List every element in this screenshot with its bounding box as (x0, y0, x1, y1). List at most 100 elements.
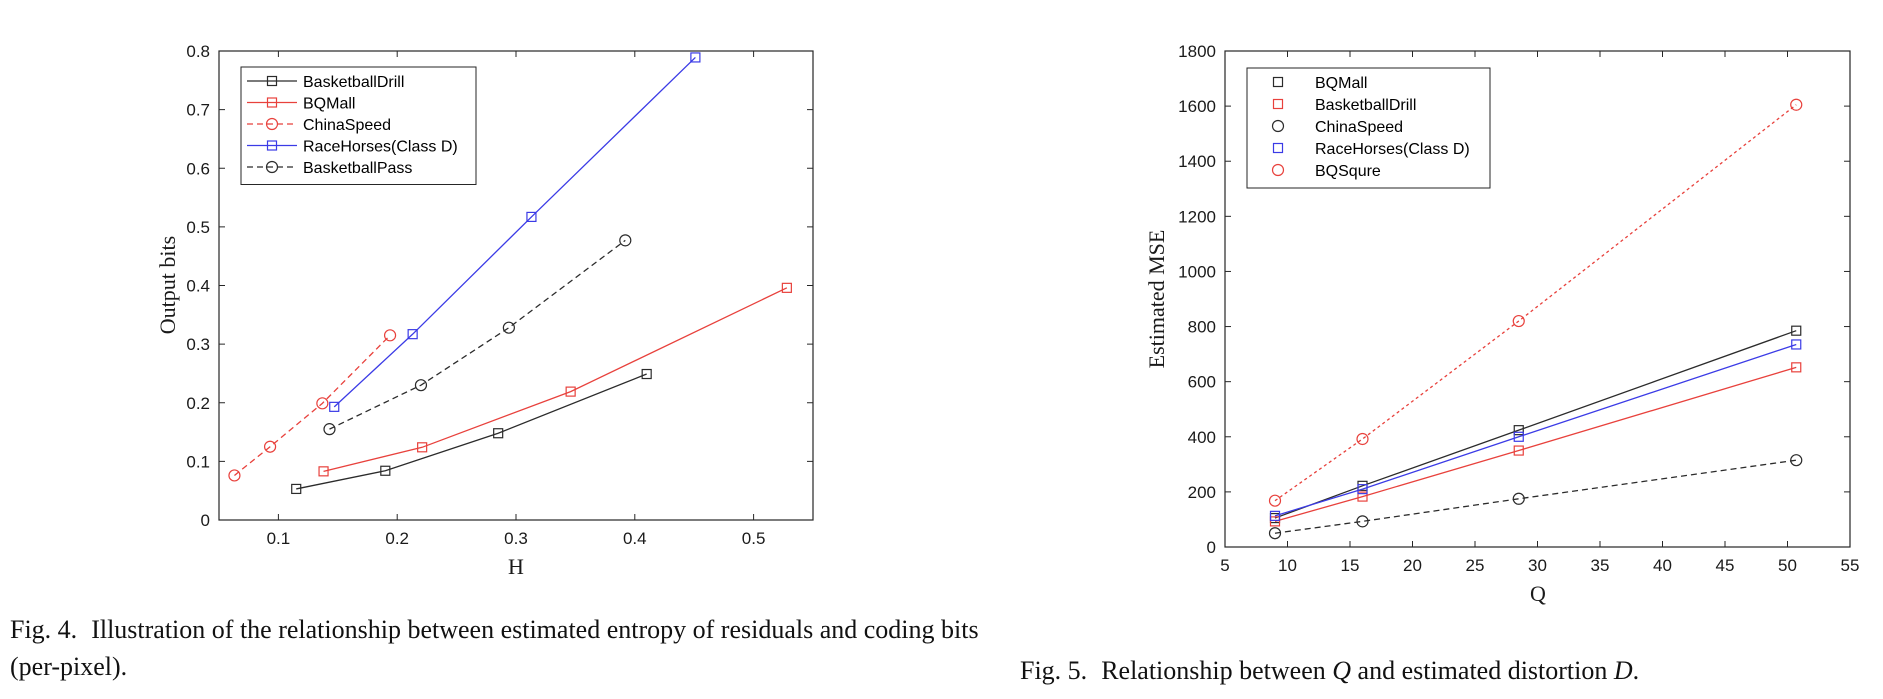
y-tick-label: 1000 (1178, 262, 1216, 281)
data-point-marker (1513, 425, 1524, 436)
data-point-marker (1269, 516, 1281, 527)
y-tick-label: 0 (1207, 538, 1216, 557)
series-bqmall (318, 282, 792, 477)
x-tick-label: 0.4 (623, 529, 647, 548)
series-basketballdrill (291, 368, 652, 495)
x-tick-label: 45 (1716, 556, 1735, 575)
legend-item: BQMall (247, 96, 355, 113)
series-racehorses-class-d- (329, 52, 701, 412)
caption-text: Relationship between (1101, 656, 1333, 685)
legend-item: BasketballDrill (1272, 97, 1416, 114)
legend-marker-swatch (1271, 163, 1285, 177)
x-tick-label: 0.1 (267, 529, 291, 548)
legend-label: BasketballDrill (303, 74, 404, 91)
x-tick-label: 10 (1278, 556, 1297, 575)
data-series (228, 52, 792, 495)
series-basketballpass (323, 234, 632, 436)
caption-text: Illustration of the relationship between… (10, 615, 979, 681)
data-point-marker (1269, 510, 1281, 521)
data-point-marker (619, 234, 632, 247)
caption-text: and estimated distortion (1351, 656, 1614, 685)
legend-marker-swatch (1271, 119, 1285, 133)
legend-marker-swatch (266, 97, 278, 108)
legend-item: ChinaSpeed (1271, 119, 1403, 136)
x-tick-label: 0.2 (385, 529, 409, 548)
axis-ticks: 5 10 15 20 25 30 35 40 45 50 55 0 200 400 600 800 1000 12… (1178, 42, 1859, 575)
y-tick-label: 1200 (1178, 207, 1216, 226)
y-tick-label: 1400 (1178, 152, 1216, 171)
series-chinaspeed (1268, 454, 1803, 540)
data-point-marker (1356, 515, 1369, 528)
data-point-marker (417, 442, 428, 453)
data-point-marker (1512, 314, 1525, 328)
data-point-marker (1268, 494, 1282, 507)
data-point-marker (641, 368, 652, 380)
series-line (323, 287, 788, 472)
x-tick-label: 30 (1528, 556, 1547, 575)
legend-item: RaceHorses(Class D) (247, 139, 458, 156)
legend-item: BQSqure (1271, 163, 1381, 180)
legend-marker-swatch (265, 160, 279, 174)
y-tick-label: 0.5 (186, 218, 210, 237)
x-tick-label: 55 (1841, 556, 1860, 575)
caption-label: Fig. 4. (10, 615, 78, 644)
data-point-marker (414, 379, 428, 392)
series-line (333, 56, 696, 408)
data-point-marker (1791, 362, 1802, 373)
series-basketballdrill (1269, 362, 1802, 527)
x-tick-label: 50 (1778, 556, 1797, 575)
series-line (1274, 459, 1797, 534)
data-point-marker (228, 469, 241, 482)
data-point-marker (1513, 445, 1524, 456)
legend-marker-swatch (1272, 142, 1284, 154)
data-point-marker (1513, 431, 1524, 442)
legend-label: BQSqure (1315, 163, 1381, 180)
data-point-marker (526, 211, 537, 223)
x-tick-label: 25 (1466, 556, 1485, 575)
x-tick-label: 40 (1653, 556, 1672, 575)
series-chinaspeed (228, 329, 397, 482)
x-axis-label: H (508, 554, 524, 579)
legend-marker-swatch (1272, 76, 1284, 88)
data-point-marker (493, 428, 504, 439)
data-point-marker (380, 465, 391, 476)
legend-label: BasketballDrill (1315, 97, 1416, 114)
data-point-marker (565, 386, 576, 397)
y-axis-label: Output bits (155, 236, 180, 334)
legend-label: BasketballPass (303, 160, 412, 177)
legend-marker-swatch (1272, 98, 1284, 110)
data-point-marker (316, 397, 329, 410)
data-point-marker (1356, 432, 1369, 446)
axis-ticks: 0.1 0.2 0.3 0.4 0.5 0 0.1 0.2 0.3 0.4 0.5 0.6 0.7 0.8 (186, 42, 813, 548)
x-tick-label: 15 (1341, 556, 1360, 575)
data-point-marker (1512, 492, 1525, 505)
legend-label: ChinaSpeed (303, 117, 391, 134)
y-tick-label: 400 (1188, 428, 1216, 447)
y-tick-label: 0.1 (186, 452, 210, 471)
data-point-marker (407, 329, 418, 340)
x-axis-label: Q (1530, 581, 1546, 606)
data-point-marker (1357, 491, 1368, 502)
series-bqsqure (1268, 98, 1803, 507)
data-point-marker (323, 423, 336, 436)
legend-item: RaceHorses(Class D) (1272, 141, 1470, 158)
series-line (296, 373, 647, 490)
y-tick-label: 0.8 (186, 42, 210, 61)
data-point-marker (383, 329, 397, 342)
series-line (1274, 366, 1797, 522)
legend-marker-swatch (266, 75, 278, 87)
legend: BQMall BasketballDrill ChinaSpeed RaceHorse… (1246, 67, 1491, 189)
y-tick-label: 0.4 (186, 277, 210, 296)
data-point-marker (1791, 339, 1802, 350)
data-point-marker (1790, 454, 1803, 467)
series-racehorses-class-d- (1269, 339, 1802, 521)
legend-marker-swatch (265, 117, 279, 131)
y-tick-label: 600 (1188, 373, 1216, 392)
data-point-marker (291, 483, 302, 495)
figure-4-chart: 0.1 0.2 0.3 0.4 0.5 0 0.1 0.2 0.3 0.4 0.5 0.6 0.7 0.8… (155, 42, 814, 579)
data-point-marker (1357, 484, 1368, 495)
legend-item: ChinaSpeed (247, 117, 391, 134)
data-point-marker (781, 282, 792, 293)
data-point-marker (329, 401, 340, 412)
series-line (234, 334, 391, 476)
